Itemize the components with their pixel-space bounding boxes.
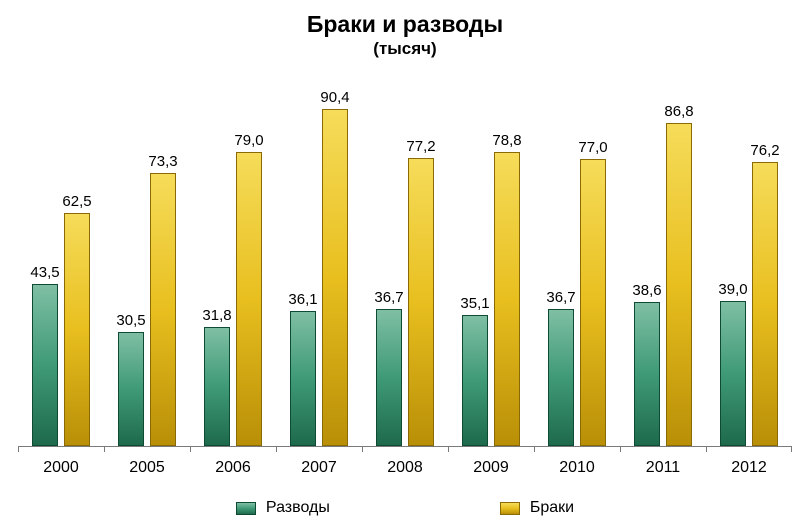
x-axis-label: 2005 bbox=[104, 459, 190, 477]
bar-marriages: 78,8 bbox=[494, 152, 520, 446]
bar-value-label: 36,7 bbox=[546, 289, 575, 306]
bar-value-label: 79,0 bbox=[234, 132, 263, 149]
bar-divorces: 36,7 bbox=[548, 309, 574, 446]
bar-divorces: 31,8 bbox=[204, 327, 230, 446]
legend-swatch-divorces bbox=[236, 502, 256, 515]
bar-group: 36,777,2 bbox=[362, 73, 448, 446]
bar-value-label: 36,1 bbox=[288, 291, 317, 308]
x-tick bbox=[791, 446, 792, 452]
chart-subtitle: (тысяч) bbox=[18, 39, 792, 59]
x-axis-label: 2008 bbox=[362, 459, 448, 477]
bar-value-label: 76,2 bbox=[750, 142, 779, 159]
x-axis-label: 2009 bbox=[448, 459, 534, 477]
bar-group: 39,076,2 bbox=[706, 73, 792, 446]
bar-marriages: 90,4 bbox=[322, 109, 348, 446]
x-axis-label: 2012 bbox=[706, 459, 792, 477]
legend-item-marriages: Браки bbox=[500, 499, 574, 517]
bar-value-label: 77,0 bbox=[578, 139, 607, 156]
x-tick bbox=[620, 446, 621, 452]
bar-divorces: 36,1 bbox=[290, 311, 316, 446]
bar-group: 36,777,0 bbox=[534, 73, 620, 446]
legend-item-divorces: Разводы bbox=[236, 499, 330, 517]
bar-value-label: 86,8 bbox=[664, 103, 693, 120]
bar-divorces: 30,5 bbox=[118, 332, 144, 446]
x-tick bbox=[362, 446, 363, 452]
x-tick bbox=[104, 446, 105, 452]
x-tick bbox=[190, 446, 191, 452]
x-tick bbox=[706, 446, 707, 452]
bar-group: 38,686,8 bbox=[620, 73, 706, 446]
x-axis-label: 2010 bbox=[534, 459, 620, 477]
plot-area: 43,562,530,573,331,879,036,190,436,777,2… bbox=[18, 73, 792, 517]
bar-group: 43,562,5 bbox=[18, 73, 104, 446]
bar-value-label: 36,7 bbox=[374, 289, 403, 306]
bar-group: 35,178,8 bbox=[448, 73, 534, 446]
bar-value-label: 30,5 bbox=[116, 312, 145, 329]
bar-value-label: 43,5 bbox=[30, 264, 59, 281]
bar-value-label: 38,6 bbox=[632, 282, 661, 299]
legend-label-divorces: Разводы bbox=[266, 499, 330, 517]
bar-marriages: 86,8 bbox=[666, 123, 692, 447]
bar-value-label: 90,4 bbox=[320, 89, 349, 106]
bar-value-label: 77,2 bbox=[406, 138, 435, 155]
bar-marriages: 77,0 bbox=[580, 159, 606, 446]
bar-divorces: 36,7 bbox=[376, 309, 402, 446]
x-tick bbox=[448, 446, 449, 452]
bar-value-label: 78,8 bbox=[492, 132, 521, 149]
bar-marriages: 79,0 bbox=[236, 152, 262, 446]
legend-swatch-marriages bbox=[500, 502, 520, 515]
chart-titles: Браки и разводы (тысяч) bbox=[18, 12, 792, 59]
bar-marriages: 73,3 bbox=[150, 173, 176, 446]
x-axis-label: 2011 bbox=[620, 459, 706, 477]
bar-divorces: 43,5 bbox=[32, 284, 58, 446]
chart-title: Браки и разводы bbox=[18, 12, 792, 37]
bar-value-label: 73,3 bbox=[148, 153, 177, 170]
x-axis-labels: 200020052006200720082009201020112012 bbox=[18, 459, 792, 477]
bar-marriages: 76,2 bbox=[752, 162, 778, 446]
bar-group: 36,190,4 bbox=[276, 73, 362, 446]
marriages-divorces-chart: Браки и разводы (тысяч) 43,562,530,573,3… bbox=[0, 0, 810, 531]
bar-value-label: 39,0 bbox=[718, 281, 747, 298]
bar-value-label: 62,5 bbox=[62, 193, 91, 210]
legend-label-marriages: Браки bbox=[530, 499, 574, 517]
x-axis-label: 2007 bbox=[276, 459, 362, 477]
bar-marriages: 77,2 bbox=[408, 158, 434, 446]
x-axis-label: 2006 bbox=[190, 459, 276, 477]
bar-group: 30,573,3 bbox=[104, 73, 190, 446]
bar-group: 31,879,0 bbox=[190, 73, 276, 446]
bar-value-label: 31,8 bbox=[202, 307, 231, 324]
bar-divorces: 38,6 bbox=[634, 302, 660, 446]
legend: Разводы Браки bbox=[18, 499, 792, 517]
x-tick bbox=[534, 446, 535, 452]
bar-divorces: 39,0 bbox=[720, 301, 746, 446]
bar-value-label: 35,1 bbox=[460, 295, 489, 312]
bars-container: 43,562,530,573,331,879,036,190,436,777,2… bbox=[18, 73, 792, 447]
bar-divorces: 35,1 bbox=[462, 315, 488, 446]
x-axis-label: 2000 bbox=[18, 459, 104, 477]
bar-marriages: 62,5 bbox=[64, 213, 90, 446]
x-tick bbox=[276, 446, 277, 452]
x-tick bbox=[18, 446, 19, 452]
